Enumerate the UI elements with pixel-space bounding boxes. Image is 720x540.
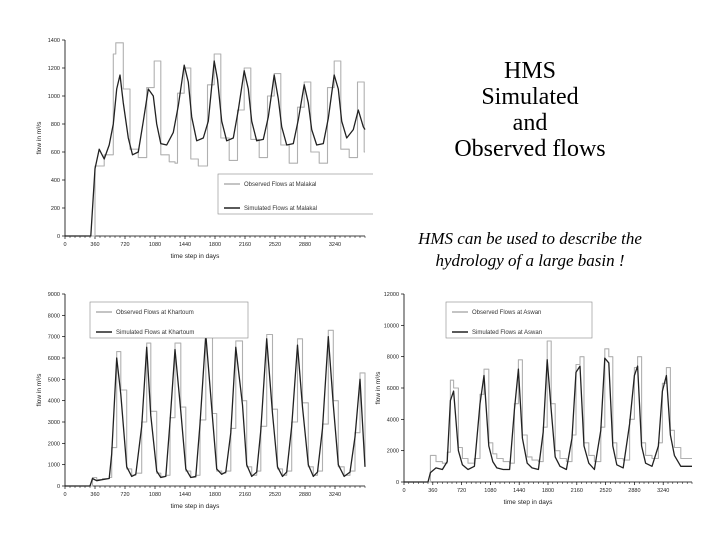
x-tick-label: 2160 [239,242,251,248]
y-axis-label: flow in m³/s [36,121,43,155]
title-line: Simulated [481,84,579,110]
y-tick-label: 3000 [48,420,60,426]
x-axis-label: time step in days [504,499,554,506]
caption-line: HMS can be used to describe the [418,229,642,248]
y-tick-label: 6000 [387,386,399,392]
y-tick-label: 1000 [48,94,60,100]
x-tick-label: 3240 [329,492,341,498]
slide-title: HMS Simulated and Observed flows [400,58,660,162]
y-axis-label: flow in m³/s [375,371,382,405]
x-tick-label: 0 [63,242,66,248]
title-line: HMS [503,58,557,84]
x-tick-label: 1440 [179,492,191,498]
y-tick-label: 200 [51,206,60,212]
x-tick-label: 2880 [628,488,640,494]
x-tick-label: 2160 [239,492,251,498]
x-tick-label: 2160 [571,488,583,494]
x-tick-label: 1080 [484,488,496,494]
y-tick-label: 7000 [48,335,60,341]
legend-box [217,173,373,215]
y-tick-label: 1000 [48,463,60,469]
y-tick-label: 4000 [387,417,399,423]
x-tick-label: 360 [90,492,99,498]
y-tick-label: 5000 [48,377,60,383]
x-tick-label: 720 [120,242,129,248]
y-tick-label: 9000 [48,292,60,298]
x-tick-label: 1440 [179,242,191,248]
x-tick-label: 1080 [149,492,161,498]
x-tick-label: 720 [457,488,466,494]
x-tick-label: 3240 [329,242,341,248]
x-tick-label: 1800 [209,242,221,248]
y-axis-label: flow in m³/s [36,373,43,407]
legend-box [89,301,249,339]
y-tick-label: 8000 [48,313,60,319]
title-line: Observed flows [454,136,606,162]
x-tick-label: 2520 [599,488,611,494]
legend-entry: Simulated Flows at Malakal [244,206,317,212]
y-tick-label: 400 [51,178,60,184]
series-line-observed [65,329,366,487]
y-tick-label: 10000 [384,323,399,329]
y-tick-label: 4000 [48,399,60,405]
x-tick-label: 1080 [149,242,161,248]
y-tick-label: 600 [51,150,60,156]
y-tick-label: 6000 [48,356,60,362]
legend-box [445,301,593,339]
x-tick-label: 1800 [542,488,554,494]
y-tick-label: 0 [57,234,60,240]
x-tick-label: 0 [63,492,66,498]
x-tick-label: 720 [120,492,129,498]
y-tick-label: 8000 [387,355,399,361]
khartoum-flow-chart: 0 1000 2000 3000 4000 5000 6000 7000 8000 9000 0 36… [36,292,366,510]
x-tick-label: 2520 [269,492,281,498]
legend-entry: Observed Flows at Khartoum [116,310,194,316]
legend-entry: Observed Flows at Malakal [244,182,316,188]
y-tick-label: 0 [396,480,399,486]
aswan-flow-chart: 0 2000 4000 6000 8000 10000 12000 0 360 720 1080 14… [375,292,693,506]
x-tick-label: 2520 [269,242,281,248]
x-tick-label: 1800 [209,492,221,498]
title-line: and [512,110,548,136]
y-tick-label: 2000 [387,449,399,455]
x-tick-label: 2880 [299,492,311,498]
y-tick-label: 2000 [48,441,60,447]
y-tick-label: 1400 [48,38,60,44]
y-tick-label: 12000 [384,292,399,298]
x-tick-label: 360 [428,488,437,494]
y-tick-label: 800 [51,122,60,128]
series-line-simulated [65,60,366,237]
x-tick-label: 0 [402,488,405,494]
series-line-simulated [404,357,692,483]
malakal-flow-chart: 0 200 400 600 800 1000 1200 1400 0 360 720 1080 1440… [36,38,373,260]
caption-line: hydrology of a large basin ! [435,251,625,270]
x-tick-label: 2880 [299,242,311,248]
x-tick-label: 3240 [657,488,669,494]
y-tick-label: 0 [57,484,60,490]
legend-entry: Simulated Flows at Aswan [472,330,542,336]
legend-entry: Simulated Flows at Khartoum [116,330,194,336]
x-axis-label: time step in days [171,253,221,260]
x-tick-label: 1440 [513,488,525,494]
x-tick-label: 360 [90,242,99,248]
series-line-simulated [65,333,366,487]
legend-entry: Observed Flows at Aswan [472,310,541,316]
series-line-observed [404,340,692,483]
y-tick-label: 1200 [48,66,60,72]
x-axis-label: time step in days [171,503,221,510]
slide-caption: HMS can be used to describe the hydrolog… [380,228,680,272]
